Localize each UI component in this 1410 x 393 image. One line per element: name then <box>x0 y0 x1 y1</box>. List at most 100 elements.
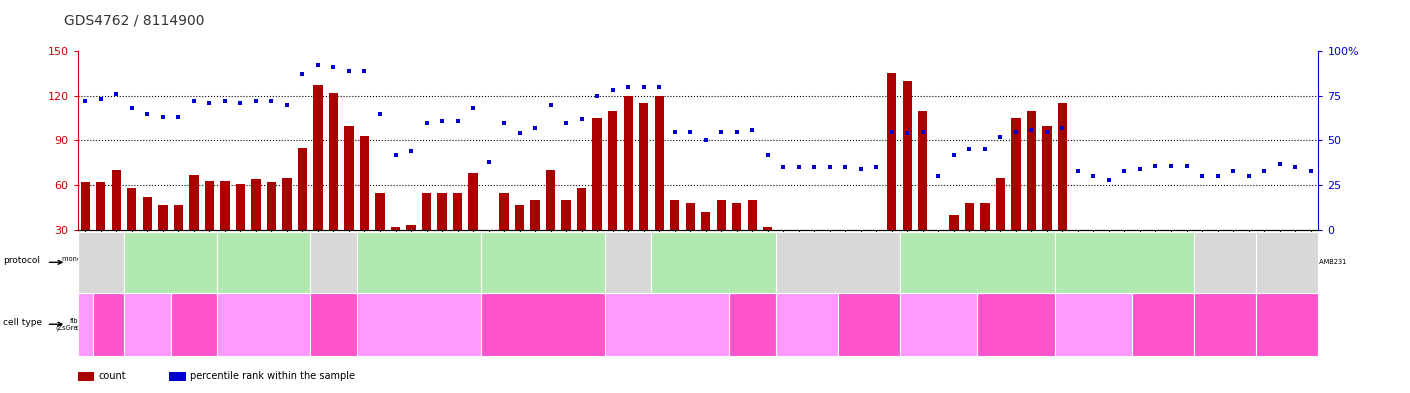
Point <box>1176 162 1198 169</box>
Bar <box>639 103 649 230</box>
Point <box>618 84 640 90</box>
Bar <box>530 200 540 230</box>
Text: fibroblast
(ZsGreen-tagged): fibroblast (ZsGreen-tagged) <box>777 318 836 331</box>
Bar <box>235 184 245 230</box>
Text: breast cancer cell
(DsRed-tagged): breast cancer cell (DsRed-tagged) <box>1196 318 1255 331</box>
Text: breast cancer
cell (DsRed-tagged): breast cancer cell (DsRed-tagged) <box>161 318 227 331</box>
Bar <box>313 85 323 230</box>
Point <box>587 93 609 99</box>
Point <box>478 159 501 165</box>
Point <box>633 84 656 90</box>
Bar <box>220 181 230 230</box>
Point <box>416 119 439 126</box>
Text: fibroblast
(ZsGreen-tagged): fibroblast (ZsGreen-tagged) <box>1063 318 1124 331</box>
Point <box>1067 168 1090 174</box>
Text: fibroblast
(ZsGreen-tagged): fibroblast (ZsGreen-tagged) <box>55 318 116 331</box>
Point <box>525 125 547 131</box>
Point <box>1300 168 1323 174</box>
Point <box>881 129 904 135</box>
Text: breast cancer
cell (DsRed-tagged): breast cancer cell (DsRed-tagged) <box>1131 318 1196 331</box>
Bar <box>608 111 618 230</box>
Point <box>261 98 283 104</box>
Text: percentile rank within the sample: percentile rank within the sample <box>190 371 355 382</box>
Text: coculture: fibroblast Wi38 + epithelial Cal51: coculture: fibroblast Wi38 + epithelial … <box>345 259 492 265</box>
Point <box>90 96 113 103</box>
Point <box>649 84 671 90</box>
Text: monoculture: fibroblast HFF1: monoculture: fibroblast HFF1 <box>580 259 677 265</box>
Point <box>447 118 470 124</box>
Point <box>835 164 857 171</box>
Point <box>75 98 96 104</box>
Point <box>462 105 485 112</box>
Point <box>1036 129 1059 135</box>
Text: count: count <box>99 371 127 382</box>
Point <box>168 114 190 120</box>
Bar <box>298 148 307 230</box>
Text: coculture: fibroblast HFFF2 + epithelial Cal51: coculture: fibroblast HFFF2 + epithelial… <box>901 259 1053 265</box>
Point <box>943 152 966 158</box>
Point <box>990 134 1012 140</box>
Point <box>959 146 981 152</box>
Point <box>1253 168 1276 174</box>
Text: breast cancer
cell (DsRed-tagged): breast cancer cell (DsRed-tagged) <box>983 318 1049 331</box>
Bar <box>670 200 680 230</box>
Point <box>214 98 237 104</box>
Bar <box>453 193 462 230</box>
Point <box>276 101 299 108</box>
Bar <box>887 73 897 230</box>
Point <box>121 105 144 112</box>
Point <box>323 64 345 70</box>
Bar <box>995 178 1005 230</box>
Point <box>788 164 811 171</box>
Bar <box>763 227 773 230</box>
Text: breast cancer
cell (DsRed-tagged): breast cancer cell (DsRed-tagged) <box>719 318 785 331</box>
Point <box>695 137 718 143</box>
Bar <box>437 193 447 230</box>
Text: breast cancer
cell (DsRed-tagged): breast cancer cell (DsRed-tagged) <box>300 318 367 331</box>
Point <box>1021 127 1043 133</box>
Text: fibroblast (ZsGreen-tagged): fibroblast (ZsGreen-tagged) <box>192 320 336 329</box>
Point <box>493 119 516 126</box>
Point <box>106 91 128 97</box>
Text: coculture: fibroblast HFFF2 + epithelial MDAMB231: coculture: fibroblast HFFF2 + epithelial… <box>1039 259 1210 265</box>
Point <box>369 110 392 117</box>
Bar <box>918 111 928 230</box>
Text: fibroblast
(ZsGreen-tagged): fibroblast (ZsGreen-tagged) <box>117 318 178 331</box>
Point <box>1005 129 1028 135</box>
Bar <box>701 212 711 230</box>
Point <box>338 68 361 74</box>
Bar <box>266 182 276 230</box>
Bar <box>546 170 556 230</box>
Bar <box>964 203 974 230</box>
Bar <box>1026 111 1036 230</box>
Point <box>571 116 594 122</box>
Bar <box>515 205 525 230</box>
Bar <box>980 203 990 230</box>
Point <box>1191 173 1214 179</box>
Bar <box>577 188 587 230</box>
Point <box>1207 173 1230 179</box>
Bar <box>592 118 602 230</box>
Point <box>1222 168 1245 174</box>
Point <box>1145 162 1167 169</box>
Point <box>509 130 532 136</box>
Bar <box>173 205 183 230</box>
Bar <box>561 200 571 230</box>
Text: coculture: fibroblast HFF1 + epithelial Cal51: coculture: fibroblast HFF1 + epithelial … <box>640 259 787 265</box>
Bar <box>1011 118 1021 230</box>
Text: coculture: fibroblast CCD1112Sk + epithelial MDAMB231: coculture: fibroblast CCD1112Sk + epithe… <box>169 259 358 265</box>
Point <box>804 164 826 171</box>
Text: breast cancer cell
(DsRed-tagged): breast cancer cell (DsRed-tagged) <box>1258 318 1317 331</box>
Text: breast cancer
cell (DsRed-tagged): breast cancer cell (DsRed-tagged) <box>76 318 141 331</box>
Text: protocol: protocol <box>3 256 39 265</box>
Bar <box>499 193 509 230</box>
Point <box>152 114 175 120</box>
Point <box>1160 162 1183 169</box>
Text: monoculture: epithelial MDAMB231: monoculture: epithelial MDAMB231 <box>1228 259 1347 265</box>
Point <box>245 98 268 104</box>
Point <box>664 129 687 135</box>
Text: breast cancer cell (DsRed-tagged): breast cancer cell (DsRed-tagged) <box>455 320 630 329</box>
Text: coculture: fibroblast Wi38 + epithelial MDAMB231: coculture: fibroblast Wi38 + epithelial … <box>460 259 626 265</box>
Point <box>866 164 888 171</box>
Text: monoculture: fibroblast HFFF2: monoculture: fibroblast HFFF2 <box>787 259 888 265</box>
